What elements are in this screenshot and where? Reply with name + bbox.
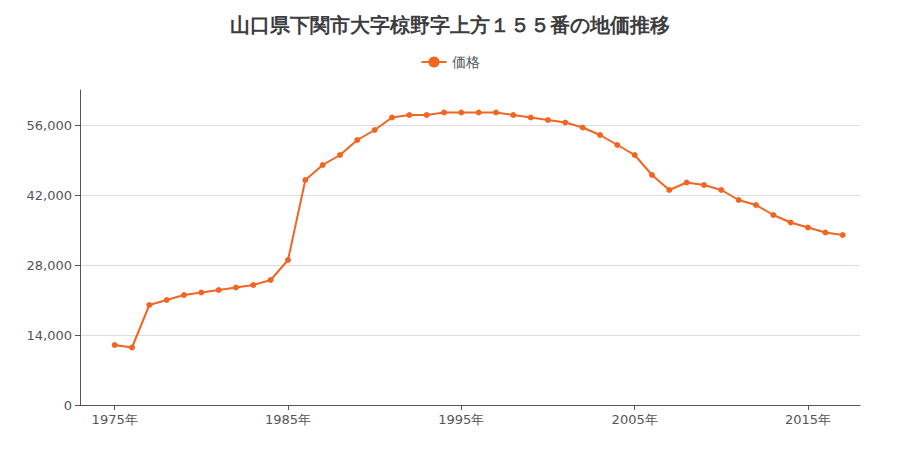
svg-text:2005年: 2005年 xyxy=(612,412,658,427)
svg-text:1985年: 1985年 xyxy=(265,412,311,427)
svg-text:42,000: 42,000 xyxy=(27,188,73,203)
svg-text:1995年: 1995年 xyxy=(438,412,484,427)
svg-text:2015年: 2015年 xyxy=(785,412,831,427)
svg-text:0: 0 xyxy=(64,398,72,413)
svg-text:56,000: 56,000 xyxy=(27,118,73,133)
svg-text:山口県下関市大字椋野字上方１５５番の地価推移: 山口県下関市大字椋野字上方１５５番の地価推移 xyxy=(230,13,670,37)
svg-text:14,000: 14,000 xyxy=(27,328,73,343)
svg-text:28,000: 28,000 xyxy=(27,258,73,273)
svg-text:価格: 価格 xyxy=(452,54,480,70)
svg-text:1975年: 1975年 xyxy=(92,412,138,427)
